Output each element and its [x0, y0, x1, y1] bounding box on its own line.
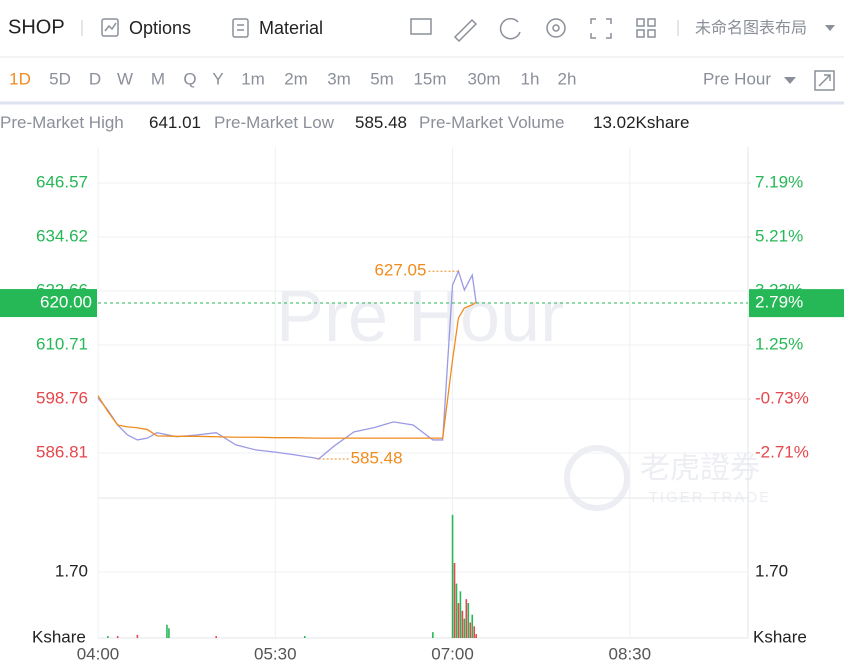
stat-value: 641.01: [149, 113, 201, 132]
stat-value: 13.02Kshare: [593, 113, 689, 132]
volume-unit: Kshare: [32, 627, 86, 646]
expand-icon[interactable]: [814, 70, 835, 91]
dropdown-arrow: [825, 25, 835, 31]
fullscreen-icon[interactable]: [590, 18, 612, 39]
volume-bar: [451, 514, 454, 638]
last-price-box: [0, 289, 97, 318]
period-bar: 1D 5D D W M Q Y 1m 2m 3m 5m 15m 30m 1h 2h: [9, 69, 576, 88]
volume-bar: [457, 603, 460, 638]
volume-bar: [475, 634, 477, 638]
y-tick-label: 598.76: [36, 388, 88, 407]
options-button[interactable]: Options: [129, 18, 191, 38]
period-button[interactable]: 1D: [9, 69, 31, 88]
volume-bar: [469, 622, 472, 638]
annotation-label: 627.05: [374, 261, 426, 280]
volume-bar: [166, 624, 168, 638]
draw-icon[interactable]: [453, 18, 478, 43]
stats-row: Pre-Market High 641.01 Pre-Market Low 58…: [0, 113, 689, 132]
stat-label: Pre-Market Low: [214, 113, 335, 132]
period-button[interactable]: 2h: [558, 69, 577, 88]
volume-bar: [465, 599, 468, 638]
stat-label: Pre-Market Volume: [419, 113, 565, 132]
period-button[interactable]: 5D: [49, 69, 71, 88]
indicator-icon[interactable]: [410, 18, 432, 35]
period-button[interactable]: 2m: [284, 69, 308, 88]
volume-bar: [467, 603, 470, 638]
volume-unit: Kshare: [753, 627, 807, 646]
volume-bar: [168, 628, 170, 638]
period-button[interactable]: Y: [212, 69, 223, 88]
y-tick-label: 634.62: [36, 226, 88, 245]
y2-tick-label: 1.70: [755, 561, 788, 580]
dropdown-arrow: [784, 77, 796, 84]
y2-tick-label: 7.19%: [755, 173, 803, 192]
x-tick-label: 04:00: [77, 644, 120, 663]
volume-bar: [304, 636, 306, 638]
volume-bar: [107, 636, 109, 638]
layout-icon[interactable]: [636, 18, 656, 38]
period-button[interactable]: 1m: [241, 69, 265, 88]
stat-value: 585.48: [355, 113, 407, 132]
volume-bar: [463, 618, 466, 638]
volume-bar: [215, 636, 217, 638]
y2-tick-label: 1.25%: [755, 335, 803, 354]
period-button[interactable]: Q: [183, 69, 196, 88]
volume-bar: [136, 634, 139, 638]
volume-bar: [459, 591, 462, 638]
annotation-label: 585.48: [351, 448, 403, 467]
logo-text: 老虎證券: [640, 452, 760, 485]
volume-bar: [453, 562, 456, 638]
material-icon[interactable]: [232, 18, 249, 38]
period-button[interactable]: D: [89, 69, 101, 88]
period-button[interactable]: M: [151, 69, 165, 88]
volume-bar: [461, 610, 464, 638]
last-change-box: [749, 289, 844, 318]
volume-bar: [455, 583, 458, 638]
y-tick-label: 586.81: [36, 442, 88, 461]
last-change-label: 2.79%: [755, 293, 803, 312]
options-icon-line: [104, 22, 117, 32]
x-tick-label: 08:30: [609, 644, 652, 663]
watermark: Pre Hour: [276, 277, 564, 357]
y2-tick-label: -0.73%: [755, 388, 809, 407]
settings-icon-center: [552, 24, 560, 32]
period-button[interactable]: 3m: [327, 69, 351, 88]
y-tick-label: 646.57: [36, 172, 88, 191]
expand-icon-arrow: [818, 74, 831, 87]
period-button[interactable]: W: [117, 69, 133, 88]
x-tick-label: 05:30: [254, 644, 297, 663]
x-tick-label: 07:00: [431, 644, 474, 663]
period-button[interactable]: 15m: [413, 69, 446, 88]
options-icon[interactable]: [101, 18, 119, 37]
symbol[interactable]: SHOP: [8, 16, 65, 38]
y2-tick-label: 5.21%: [755, 227, 803, 246]
layout-name[interactable]: 未命名图表布局: [695, 19, 807, 37]
volume-bar: [471, 614, 474, 638]
period-button[interactable]: 1h: [521, 69, 540, 88]
last-price-label: 620.00: [40, 293, 92, 312]
reset-icon[interactable]: [499, 17, 521, 40]
stat-label: Pre-Market High: [0, 113, 124, 132]
volume-bar: [432, 632, 434, 638]
y-tick-label: 1.70: [55, 561, 88, 580]
period-button[interactable]: 5m: [370, 69, 394, 88]
session-menu[interactable]: Pre Hour: [703, 69, 771, 88]
price-line: [97, 269, 477, 460]
logo-subtext: TIGER TRADE: [649, 489, 772, 506]
material-button[interactable]: Material: [259, 18, 323, 38]
y-tick-label: 610.71: [36, 335, 88, 354]
logo-icon: [564, 445, 630, 511]
y2-tick-label: -2.71%: [755, 442, 809, 461]
period-button[interactable]: 30m: [467, 69, 500, 88]
volume-bar: [473, 626, 476, 638]
settings-icon[interactable]: [546, 18, 566, 38]
price-line: [97, 301, 477, 439]
volume-bar: [116, 636, 119, 638]
